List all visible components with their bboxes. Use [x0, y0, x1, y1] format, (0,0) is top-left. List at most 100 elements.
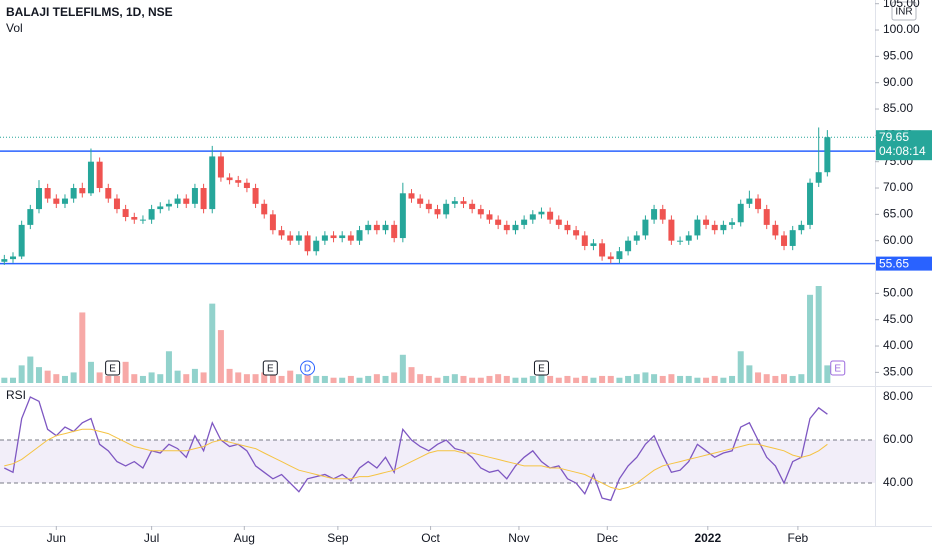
volume-bar: [469, 377, 476, 383]
x-tick-label: Jul: [144, 531, 159, 545]
candle-body: [148, 209, 155, 220]
candle-body: [503, 224, 510, 231]
volume-bar: [27, 356, 34, 383]
candle-body: [113, 198, 120, 210]
candle-body: [529, 214, 536, 220]
candle-body: [607, 256, 614, 260]
event-marker: [830, 360, 846, 376]
candle-body: [737, 203, 744, 223]
volume-bar: [235, 372, 242, 383]
volume-bar: [729, 375, 736, 383]
candle-body: [425, 203, 432, 210]
volume-bar: [590, 377, 597, 383]
volume-bar: [625, 375, 632, 383]
volume-bar: [131, 374, 138, 383]
candle-body: [339, 235, 346, 239]
candle-body: [330, 235, 337, 239]
candle-body: [720, 224, 727, 231]
candle-body: [217, 156, 224, 178]
volume-bar: [287, 370, 294, 383]
candle-body: [755, 198, 762, 210]
y-tick-label: 35.00: [883, 365, 913, 379]
volume-bar: [321, 375, 328, 383]
candle-body: [798, 224, 805, 231]
candle-body: [9, 256, 16, 260]
candle-body: [243, 182, 250, 189]
candle-body: [321, 235, 328, 241]
candle-body: [547, 211, 554, 220]
y-tick-label: 45.00: [883, 312, 913, 326]
volume-bar: [18, 365, 25, 383]
candle-body: [157, 206, 164, 210]
y-tick-label: 100.00: [883, 22, 920, 36]
event-marker: [105, 360, 121, 376]
volume-bar: [659, 375, 666, 383]
rsi-label: RSI: [6, 388, 26, 402]
volume-bar: [1, 377, 8, 383]
y-tick-label: 95.00: [883, 49, 913, 63]
rsi-tick-label: 60.00: [883, 432, 913, 446]
candle-body: [642, 219, 649, 236]
candle-body: [399, 193, 406, 239]
volume-bar: [824, 365, 831, 383]
volume-bar: [763, 374, 770, 383]
volume-bar: [347, 375, 354, 383]
volume-bar: [451, 374, 458, 383]
volume-bar: [339, 377, 346, 383]
volume-bar: [139, 375, 146, 383]
candle-body: [105, 188, 112, 199]
candle-body: [564, 224, 571, 231]
volume-bar: [356, 377, 363, 383]
volume-bar: [79, 312, 86, 383]
volume-bar: [434, 377, 441, 383]
candle-body: [53, 198, 60, 204]
volume-bar: [122, 361, 129, 383]
volume-bar: [512, 377, 519, 383]
candle-body: [79, 188, 86, 194]
candle-body: [434, 209, 441, 215]
rsi-tick-label: 40.00: [883, 475, 913, 489]
candle-body: [590, 243, 597, 246]
candle-body: [139, 219, 146, 221]
y-tick-label: 85.00: [883, 101, 913, 115]
level-box: [876, 256, 932, 271]
candle-body: [408, 193, 415, 199]
candle-body: [347, 235, 354, 241]
volume-bar: [599, 375, 606, 383]
volume-bar: [755, 372, 762, 383]
volume-bar: [191, 368, 198, 383]
volume-bar: [807, 294, 814, 383]
y-tick-label: 50.00: [883, 286, 913, 300]
event-marker: [262, 360, 278, 376]
volume-bar: [789, 375, 796, 383]
volume-bar: [382, 375, 389, 383]
volume-bar: [503, 375, 510, 383]
candle-body: [373, 224, 380, 231]
candle-body: [772, 224, 779, 236]
candle-body: [174, 198, 181, 204]
rsi-line: [4, 428, 828, 491]
volume-bar: [555, 377, 562, 383]
volume-bar: [304, 372, 311, 383]
volume-bar: [105, 375, 112, 383]
volume-bar: [200, 372, 207, 383]
candle-body: [417, 198, 424, 204]
candle-body: [685, 235, 692, 241]
candle-body: [27, 209, 34, 225]
candle-body: [131, 216, 138, 220]
chart-title: BALAJI TELEFILMS, 1D, NSE: [6, 5, 173, 19]
candle-body: [70, 188, 77, 199]
y-tick-label: 65.00: [883, 207, 913, 221]
candle-body: [183, 198, 190, 204]
candle-body: [815, 172, 822, 183]
candle-body: [96, 161, 103, 189]
currency-box: [891, 1, 917, 21]
candle-body: [200, 188, 207, 210]
rsi-tick-label: 80.00: [883, 389, 913, 403]
candle-body: [44, 188, 51, 199]
candle-body: [668, 219, 675, 241]
candle-body: [807, 182, 814, 225]
volume-bar: [616, 377, 623, 383]
volume-bar: [781, 374, 788, 383]
